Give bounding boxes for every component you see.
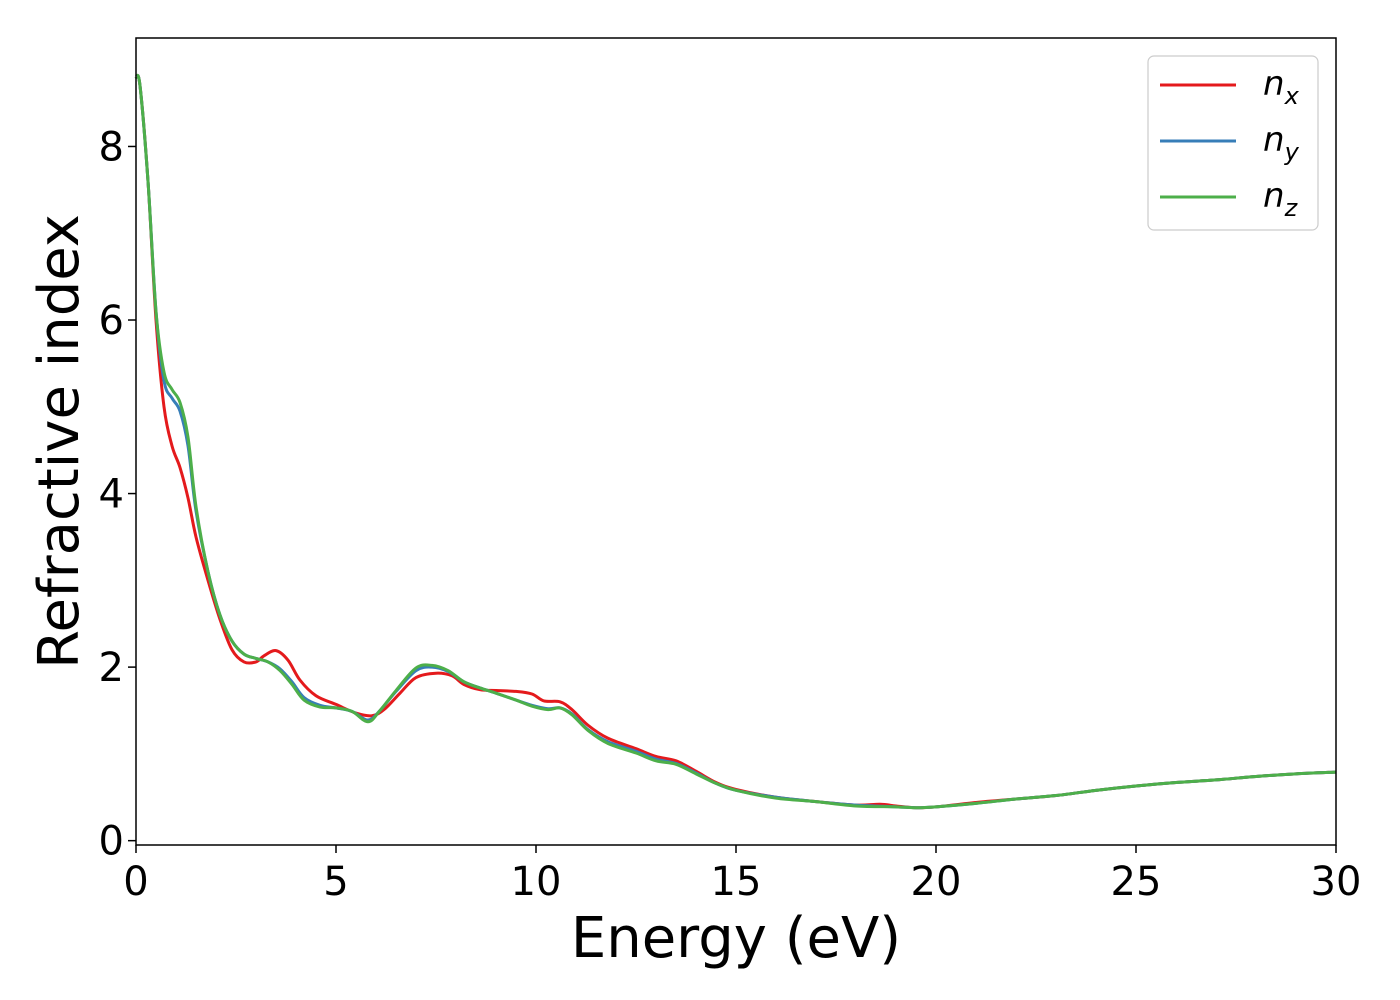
legend-label-n-x: nx: [1263, 64, 1300, 110]
x-tick-label: 10: [511, 859, 562, 905]
ticks-layer: 0 5 10 15 20 25 30 0 2 4 6 8: [99, 124, 1362, 905]
y-axis-title: Refractive index: [27, 214, 92, 669]
y-tick-label: 4: [99, 472, 124, 518]
legend-box: [1147, 55, 1319, 231]
x-tick-label: 25: [1111, 859, 1162, 905]
x-tick-label: 30: [1311, 859, 1362, 905]
legend-label-n-z: nz: [1263, 176, 1299, 222]
x-tick-label: 0: [123, 859, 148, 905]
x-tick-label: 15: [711, 859, 762, 905]
legend-label-n-y: ny: [1263, 120, 1300, 166]
y-tick-label: 0: [99, 819, 124, 865]
y-tick-label: 6: [99, 298, 124, 344]
x-tick-label: 20: [911, 859, 962, 905]
legend: nx ny nz: [1147, 55, 1319, 231]
y-tick-label: 2: [99, 645, 124, 691]
x-axis-title: Energy (eV): [571, 906, 901, 971]
series-layer: [134, 73, 1337, 810]
series-line-n-z: [134, 73, 1337, 810]
y-tick-label: 8: [99, 124, 124, 170]
x-tick-label: 5: [323, 859, 348, 905]
